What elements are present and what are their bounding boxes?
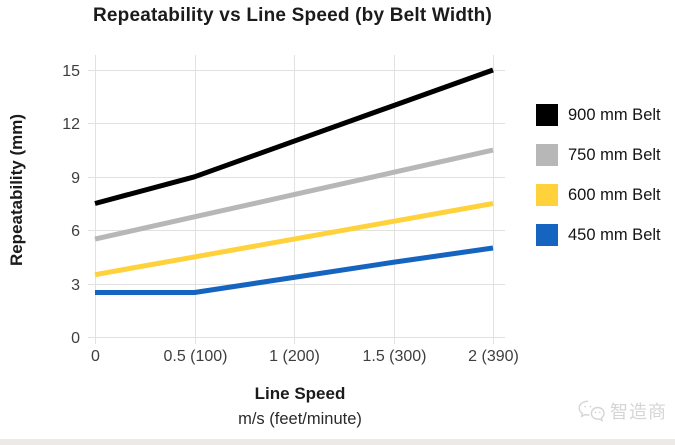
legend-item-750-mm-belt: 750 mm Belt: [536, 144, 661, 166]
series-line-900-mm-belt: [94, 67, 494, 206]
legend-swatch: [536, 144, 558, 166]
series-line-600-mm-belt: [94, 201, 494, 278]
y-tick-label: 15: [62, 63, 80, 80]
legend-label: 750 mm Belt: [568, 145, 661, 164]
legend-item-450-mm-belt: 450 mm Belt: [536, 224, 661, 246]
y-tick-label: 0: [71, 330, 80, 347]
x-tick-label: 1.5 (300): [362, 348, 426, 365]
bottom-edge: [0, 439, 675, 445]
legend-swatch: [536, 104, 558, 126]
y-tick-label: 3: [71, 277, 80, 294]
legend-label: 600 mm Belt: [568, 185, 661, 204]
x-tick-label: 1 (200): [269, 348, 320, 365]
x-tick-label: 0.5 (100): [163, 348, 227, 365]
chart-legend: 900 mm Belt 750 mm Belt 600 mm Belt 450 mm …: [536, 104, 661, 264]
y-tick-label: 9: [71, 170, 80, 187]
watermark-text: 智造商: [610, 402, 667, 422]
legend-label: 900 mm Belt: [568, 105, 661, 124]
series-line-750-mm-belt: [94, 147, 494, 242]
watermark: 智造商: [578, 398, 667, 424]
y-tick-label: 12: [62, 116, 80, 133]
legend-item-900-mm-belt: 900 mm Belt: [536, 104, 661, 126]
legend-swatch: [536, 184, 558, 206]
x-axis-title: Line Speed: [254, 384, 346, 403]
x-axis-subtitle: m/s (feet/minute): [238, 410, 362, 428]
y-tick-label: 6: [71, 223, 80, 240]
series-line-450-mm-belt: [95, 245, 494, 295]
legend-label: 450 mm Belt: [568, 225, 661, 244]
x-tick-label: 2 (390): [468, 348, 519, 365]
wechat-icon: [578, 400, 605, 423]
x-tick-label: 0: [91, 348, 100, 365]
legend-swatch: [536, 224, 558, 246]
legend-item-600-mm-belt: 600 mm Belt: [536, 184, 661, 206]
chart-title: Repeatability vs Line Speed (by Belt Wid…: [92, 5, 493, 26]
